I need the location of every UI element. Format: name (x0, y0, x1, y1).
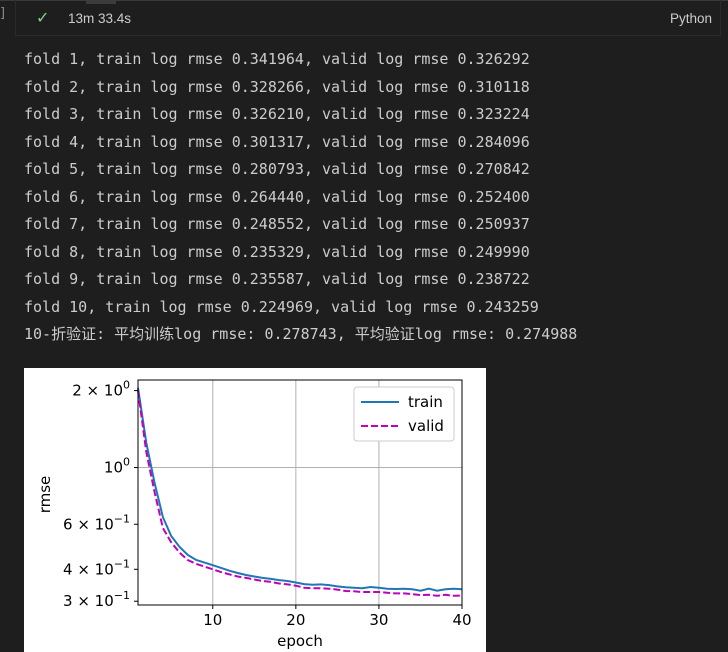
output-line: fold 7, train log rmse 0.248552, valid l… (24, 215, 530, 233)
output-line: fold 3, train log rmse 0.326210, valid l… (24, 105, 530, 123)
x-axis-label: epoch (277, 632, 323, 650)
x-tick-label: 40 (452, 611, 471, 629)
output-line: fold 1, train log rmse 0.341964, valid l… (24, 50, 530, 68)
y-tick-label: 3 × 10−1 (63, 589, 130, 610)
y-tick-label: 2 × 100 (72, 379, 130, 400)
series-line-train (137, 387, 463, 592)
x-tick-label: 20 (286, 611, 305, 629)
output-line: fold 5, train log rmse 0.280793, valid l… (24, 160, 530, 178)
output-line: fold 4, train log rmse 0.301317, valid l… (24, 132, 530, 151)
window-top-border (0, 0, 728, 1)
plot-image: 10 20 30 40 2 × 100 100 6 × 10−1 4 × 10−1 3 × 10… (24, 368, 486, 652)
y-tick-label: 100 (104, 456, 130, 477)
legend-label-valid: valid (408, 417, 444, 435)
legend-label-train: train (408, 393, 443, 411)
legend-box (353, 386, 455, 442)
cell-execution-status: ✓ 13m 33.4s Python (15, 0, 721, 36)
y-tick-label: 4 × 10−1 (63, 557, 130, 578)
rmse-chart: 10 20 30 40 2 × 100 100 6 × 10−1 4 × 10−1 3 × 10… (36, 379, 472, 650)
kernel-language-label[interactable]: Python (669, 11, 712, 26)
output-line: fold 8, train log rmse 0.235329, valid l… (24, 242, 530, 261)
output-line: fold 10, train log rmse 0.224969, valid … (24, 297, 539, 316)
x-tick-label: 10 (203, 611, 222, 629)
x-tick-label: 30 (369, 611, 388, 629)
cell-gutter-bracket: ] (0, 6, 6, 21)
execution-time: 13m 33.4s (68, 11, 132, 26)
plot-frame (137, 379, 463, 606)
output-line: fold 9, train log rmse 0.235587, valid l… (24, 270, 530, 288)
series-line-valid (137, 390, 463, 597)
tab-fragment (86, 0, 116, 4)
output-line: fold 2, train log rmse 0.328266, valid l… (24, 77, 530, 96)
cell-output-text: fold 1, train log rmse 0.341964, valid l… (24, 46, 577, 349)
output-line: fold 6, train log rmse 0.264440, valid l… (24, 187, 530, 206)
y-tick-label: 6 × 10−1 (63, 512, 130, 533)
check-icon: ✓ (36, 8, 50, 27)
y-axis-label: rmse (36, 476, 54, 514)
output-summary-line: 10-折验证: 平均训练log rmse: 0.278743, 平均验证log … (24, 325, 578, 343)
